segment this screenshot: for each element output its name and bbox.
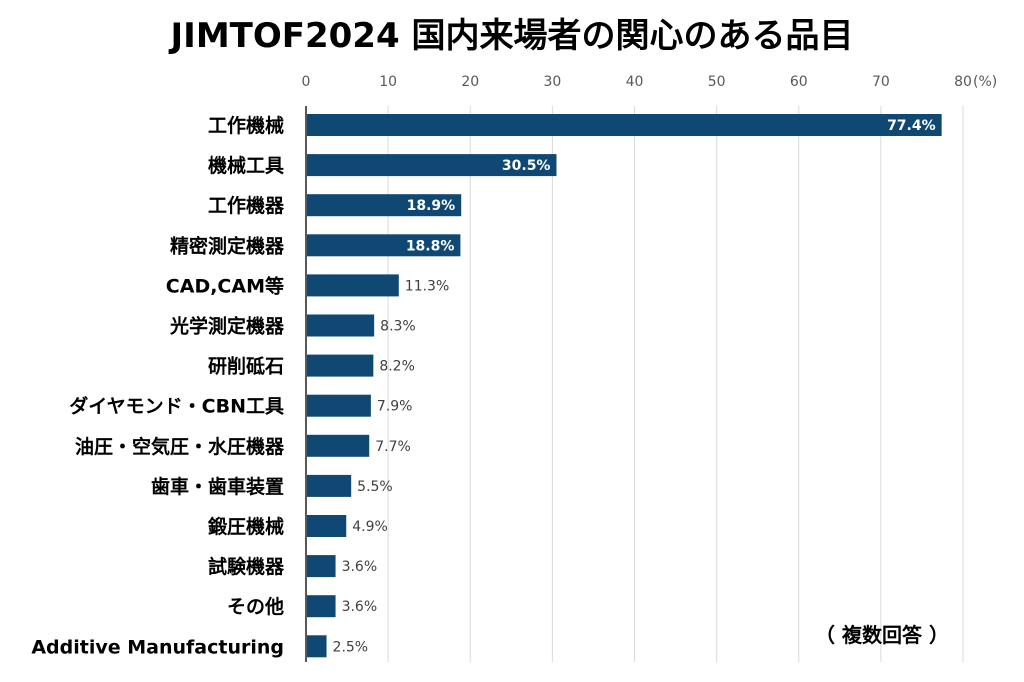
category-label: 工作機械 [208, 114, 284, 137]
x-tick-label: 10 [379, 74, 397, 90]
bar [306, 434, 370, 457]
bar [306, 114, 942, 136]
bar [306, 635, 327, 658]
data-label: 8.2% [379, 359, 415, 375]
bars: 77.4% 30.5% 18.9% 18.8% 11.3% 8.3% 8.2% 7.9% 7.7… [306, 114, 942, 658]
data-label: 4.9% [352, 519, 388, 535]
data-label: 3.6% [342, 599, 378, 615]
bar [306, 154, 557, 177]
x-tick-label: 60 [790, 74, 808, 90]
category-label: 工作機器 [208, 194, 285, 217]
grid-lines [387, 106, 964, 662]
category-label: 研削砥石 [208, 355, 284, 378]
x-tick-label: 30 [543, 74, 561, 90]
category-label: 光学測定機器 [169, 315, 285, 338]
category-label: 歯車・歯車装置 [151, 475, 284, 498]
chart-title: JIMTOF2024 国内来場者の関心のある品目 [169, 16, 854, 56]
x-axis-ticks: 0 10 20 30 40 50 60 70 80 (%) [302, 74, 998, 90]
x-unit-label: (%) [973, 74, 997, 90]
data-label: 2.5% [333, 639, 369, 655]
category-label: Additive Manufacturing [31, 636, 284, 658]
data-label: 8.3% [380, 319, 416, 335]
data-label: 30.5% [502, 158, 551, 174]
bar [306, 595, 336, 618]
category-label: 機械工具 [208, 154, 284, 177]
category-label: ダイヤモンド・CBN工具 [69, 395, 284, 418]
bar [306, 314, 375, 337]
bar [306, 354, 374, 377]
x-tick-label: 70 [872, 74, 890, 90]
bar [306, 555, 336, 578]
category-label: 鍛圧機械 [208, 515, 284, 538]
x-tick-label: 20 [461, 74, 479, 90]
data-label: 7.7% [375, 439, 411, 455]
data-label: 18.9% [407, 198, 456, 214]
bar [306, 194, 462, 217]
bar [306, 515, 347, 537]
data-label: 3.6% [342, 559, 378, 575]
bar [306, 474, 352, 497]
category-label: 油圧・空気圧・水圧機器 [75, 435, 285, 458]
bar [306, 274, 399, 297]
data-label: 5.5% [357, 479, 393, 495]
bar [306, 394, 371, 417]
data-label: 11.3% [405, 278, 449, 294]
category-label: CAD,CAM等 [166, 274, 284, 297]
x-tick-label: 80 [954, 74, 972, 90]
x-tick-label: 40 [626, 74, 644, 90]
data-label: 7.9% [377, 399, 413, 415]
bar [306, 234, 461, 257]
category-label: 試験機器 [208, 555, 285, 578]
data-label: 18.8% [406, 238, 455, 254]
x-tick-label: 0 [302, 74, 311, 90]
multiple-answer-note: （ 複数回答 ） [815, 623, 949, 647]
data-label: 77.4% [887, 118, 936, 134]
x-tick-label: 50 [708, 74, 726, 90]
category-label: その他 [227, 595, 284, 618]
category-label: 精密測定機器 [170, 234, 285, 257]
